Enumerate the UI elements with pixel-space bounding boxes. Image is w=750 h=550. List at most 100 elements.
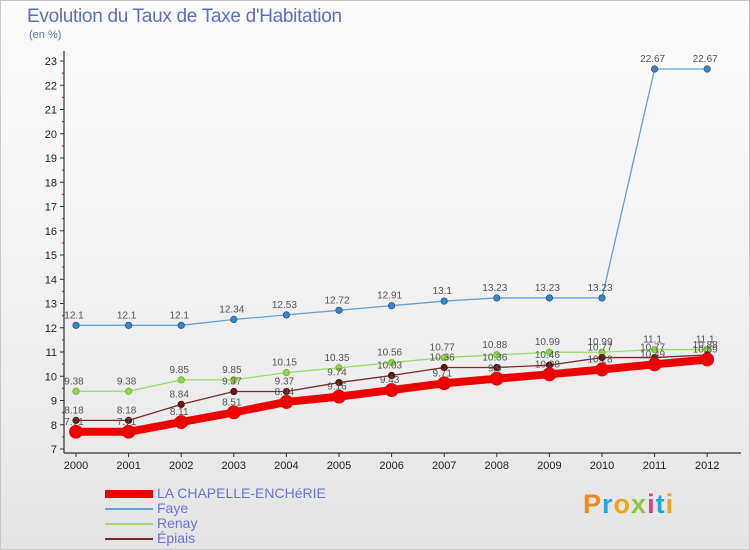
data-label: 22.67 xyxy=(640,54,665,65)
data-label: 10.36 xyxy=(430,353,455,364)
y-tick-label: 15 xyxy=(45,250,57,262)
data-label: 10.69 xyxy=(693,345,718,356)
x-tick-label: 2007 xyxy=(432,460,456,472)
data-label: 9.16 xyxy=(327,382,347,393)
y-tick-label: 16 xyxy=(45,226,57,238)
data-label: 11.1 xyxy=(643,335,662,346)
data-point xyxy=(226,405,241,420)
data-label: 10.56 xyxy=(377,348,402,359)
data-point xyxy=(335,364,343,372)
data-label: 10.77 xyxy=(430,343,455,354)
data-label: 9.37 xyxy=(222,377,242,388)
data-point xyxy=(440,297,448,305)
data-label: 10.46 xyxy=(535,350,560,361)
data-label: 13.23 xyxy=(587,283,612,294)
data-point xyxy=(174,415,189,429)
data-label: 11.1 xyxy=(696,335,715,346)
data-point xyxy=(72,416,80,424)
legend-label: Faye xyxy=(157,500,189,516)
data-label: 10.88 xyxy=(693,340,718,351)
x-tick-label: 2002 xyxy=(169,460,193,472)
data-point xyxy=(595,362,609,377)
y-tick-label: 20 xyxy=(45,129,57,141)
legend-swatch xyxy=(105,508,153,510)
brand-logo: Proxiti xyxy=(583,489,675,519)
data-point xyxy=(125,416,133,424)
data-label: 7.71 xyxy=(117,417,137,428)
data-point xyxy=(493,363,501,372)
data-point xyxy=(230,376,238,384)
data-label: 9.71 xyxy=(432,368,452,379)
y-tick-label: 23 xyxy=(45,56,57,68)
data-label: 10.49 xyxy=(640,349,665,360)
data-point xyxy=(282,387,290,396)
data-label: 10.99 xyxy=(587,337,612,348)
data-point xyxy=(335,306,343,314)
data-point xyxy=(545,348,554,356)
y-tick-label: 21 xyxy=(45,105,57,117)
data-label: 8.94 xyxy=(275,387,295,398)
data-point xyxy=(177,400,185,408)
data-point xyxy=(650,65,659,73)
x-tick-label: 2004 xyxy=(274,460,298,472)
x-tick-label: 2003 xyxy=(222,460,246,472)
chart-subtitle: (en %) xyxy=(29,29,62,41)
data-point xyxy=(598,353,606,362)
data-point xyxy=(384,383,399,397)
data-label: 8.18 xyxy=(117,405,137,416)
chart-title: Evolution du Taux de Taxe d'Habitation xyxy=(27,6,342,27)
legend-swatch xyxy=(105,538,153,540)
data-label: 10.77 xyxy=(640,343,665,354)
x-tick-label: 2011 xyxy=(643,460,667,472)
series-line xyxy=(76,68,708,326)
data-label: 9.38 xyxy=(117,376,137,387)
x-tick-label: 2001 xyxy=(116,460,140,472)
data-label: 12.1 xyxy=(169,310,189,321)
x-tick-label: 2010 xyxy=(590,460,614,472)
data-label: 10.03 xyxy=(377,361,402,372)
data-point xyxy=(542,367,557,382)
data-point xyxy=(387,302,396,310)
x-tick-label: 2009 xyxy=(537,460,561,472)
y-tick-label: 9 xyxy=(51,396,57,408)
y-tick-label: 7 xyxy=(51,444,57,456)
data-label: 13.23 xyxy=(482,283,507,294)
data-point xyxy=(598,294,606,302)
data-point xyxy=(335,378,343,387)
data-label: 12.53 xyxy=(272,300,297,311)
data-label: 12.1 xyxy=(64,310,84,321)
data-label: 10.28 xyxy=(587,354,612,365)
data-label: 9.37 xyxy=(275,377,295,388)
data-point xyxy=(177,376,185,384)
x-tick-label: 2008 xyxy=(485,460,509,472)
data-label: 8.18 xyxy=(64,405,84,416)
data-label: 9.85 xyxy=(169,365,189,376)
x-tick-label: 2005 xyxy=(327,460,351,472)
data-point xyxy=(125,387,133,395)
data-point xyxy=(703,65,711,73)
data-point xyxy=(230,387,238,396)
data-point xyxy=(489,371,504,386)
data-label: 13.1 xyxy=(432,286,452,297)
y-tick-label: 10 xyxy=(45,371,57,383)
legend-swatch xyxy=(105,523,153,525)
data-label: 10.15 xyxy=(272,358,297,369)
data-label: 10.08 xyxy=(535,359,560,370)
data-label: 9.38 xyxy=(64,376,84,387)
data-label: 12.91 xyxy=(377,291,402,302)
data-label: 9.74 xyxy=(327,368,347,379)
legend-label: Renay xyxy=(157,515,198,531)
y-tick-label: 18 xyxy=(45,177,57,189)
data-label: 9.43 xyxy=(380,375,400,386)
data-point xyxy=(69,424,83,439)
x-tick-label: 2000 xyxy=(64,460,88,472)
data-point xyxy=(72,387,80,395)
y-tick-label: 8 xyxy=(51,420,57,432)
data-point xyxy=(121,424,136,439)
data-point xyxy=(282,369,290,377)
data-label: 8.11 xyxy=(170,407,189,418)
y-tick-label: 17 xyxy=(45,202,57,214)
data-label: 10.88 xyxy=(482,340,507,351)
data-point xyxy=(440,363,448,372)
